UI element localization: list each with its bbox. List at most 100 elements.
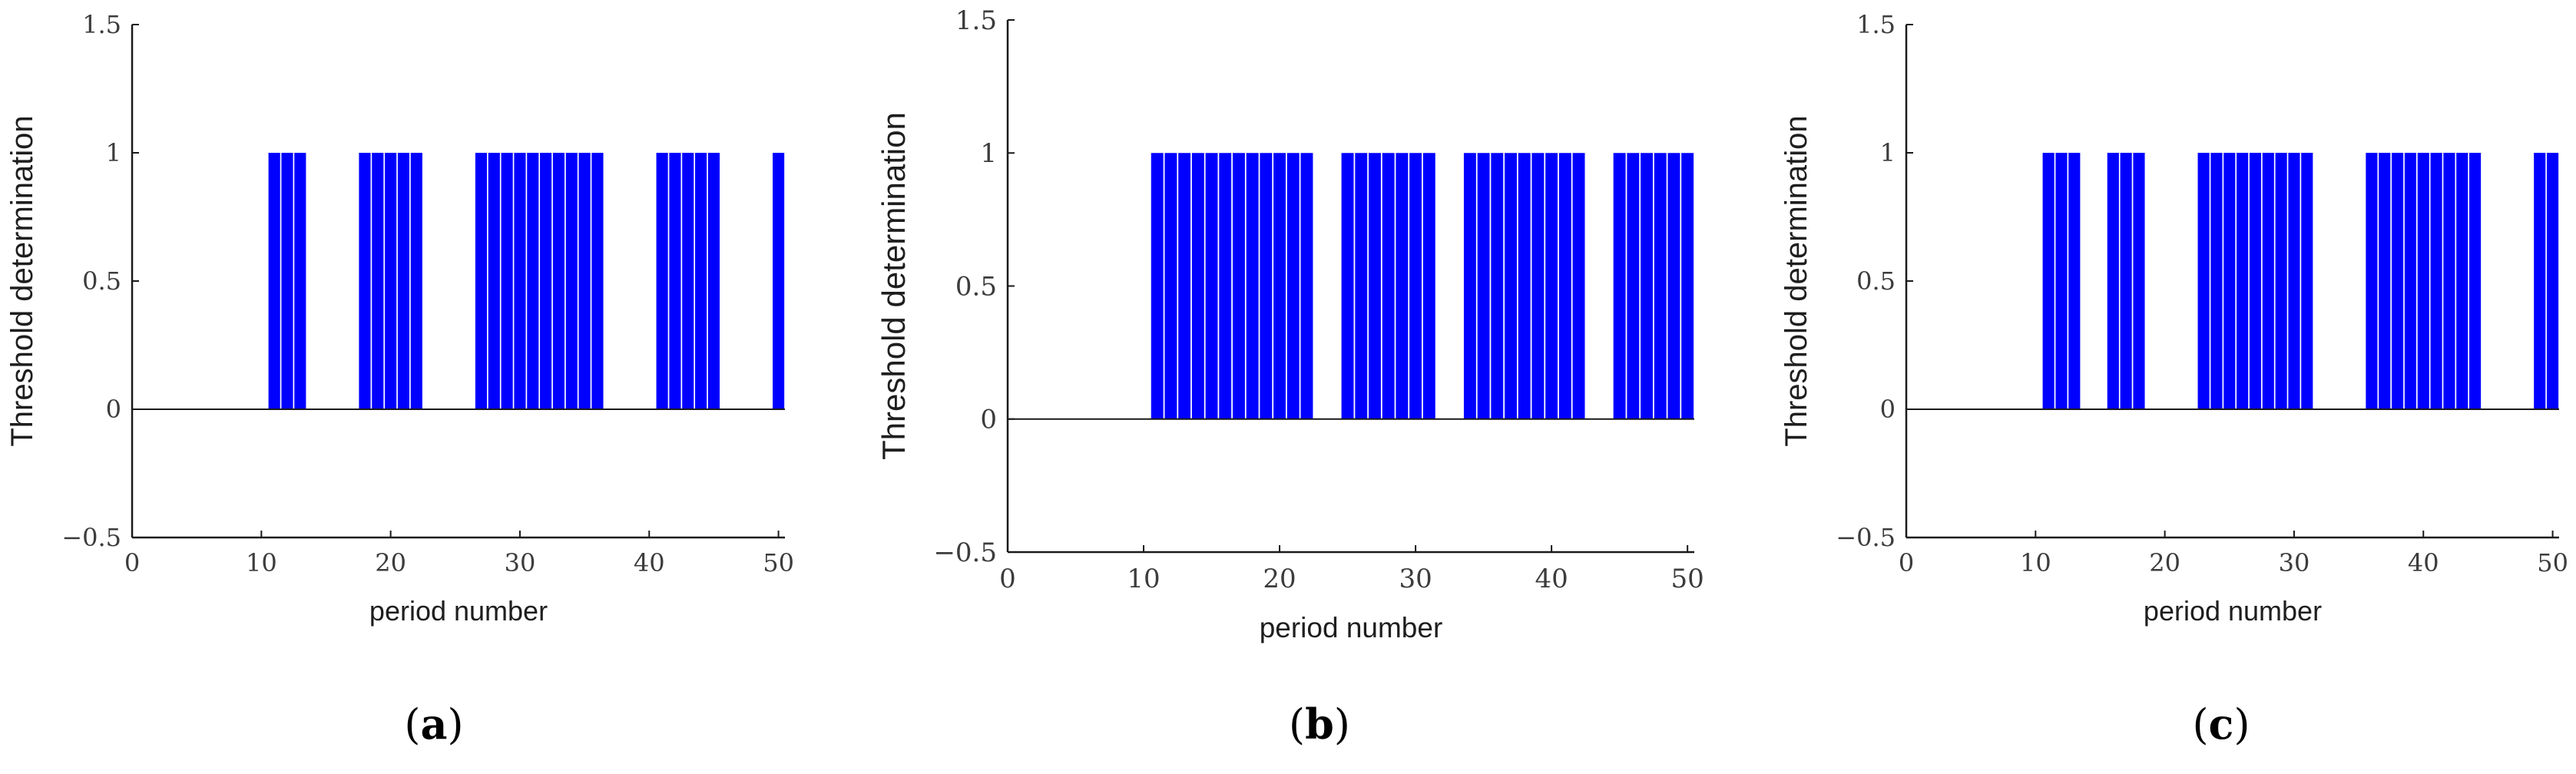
bar-a-28 [488,153,500,409]
bar-a-44 [695,153,707,409]
bar-a-20 [385,153,397,409]
y-tick-label-c-0: −0.5 [1836,523,1896,552]
bar-b-40 [1545,153,1558,419]
bar-c-28 [2262,153,2274,409]
bar-a-31 [527,153,539,409]
bar-b-29 [1396,153,1409,419]
bar-b-46 [1627,153,1640,419]
bar-c-40 [2417,153,2429,409]
bar-a-32 [540,153,552,409]
y-axis-title-a: Threshold determination [5,115,39,446]
bar-c-29 [2275,153,2287,409]
bar-b-41 [1558,153,1571,419]
bar-c-39 [2404,153,2417,409]
bar-b-50 [1681,153,1694,419]
bar-b-12 [1164,153,1177,419]
bar-b-34 [1463,153,1476,419]
bar-b-14 [1191,153,1204,419]
bar-a-50 [773,153,785,409]
bar-a-18 [359,153,371,409]
x-axis-title-a: period number [369,595,548,627]
bar-b-19 [1260,153,1273,419]
bar-b-26 [1355,153,1368,419]
bar-b-49 [1667,153,1680,419]
bar-c-50 [2547,153,2559,409]
bar-a-41 [656,153,668,409]
bar-b-45 [1613,153,1626,419]
bar-c-37 [2379,153,2391,409]
bar-c-41 [2430,153,2442,409]
bar-a-35 [578,153,591,409]
bar-a-13 [294,153,306,409]
x-tick-label-c-0: 0 [1899,548,1914,577]
bar-b-20 [1273,153,1286,419]
y-axis-title-b: Threshold determination [876,112,912,460]
y-tick-label-a-1: 0 [106,395,121,424]
bar-c-24 [2210,153,2223,409]
bar-a-34 [565,153,578,409]
x-tick-label-c-40: 40 [2408,548,2439,577]
bar-a-12 [281,153,293,409]
bar-c-17 [2120,153,2132,409]
bar-c-25 [2223,153,2236,409]
bar-a-27 [475,153,488,409]
x-tick-label-a-0: 0 [124,548,140,577]
bar-b-35 [1477,153,1490,419]
bar-b-13 [1178,153,1191,419]
y-tick-label-c-2: 0.5 [1856,266,1896,296]
bar-b-39 [1531,153,1545,419]
x-tick-label-a-50: 50 [763,548,794,577]
bar-b-11 [1151,153,1164,419]
y-axis-title-c: Threshold determination [1780,115,1813,446]
bar-a-22 [410,153,422,409]
bar-a-36 [591,153,604,409]
x-tick-label-b-20: 20 [1263,564,1296,594]
x-tick-label-b-0: 0 [999,564,1016,594]
x-tick-label-c-20: 20 [2149,548,2180,577]
bar-a-21 [397,153,410,409]
bar-c-26 [2237,153,2249,409]
bar-b-36 [1491,153,1504,419]
bar-c-30 [2288,153,2300,409]
bar-b-18 [1246,153,1259,419]
y-tick-label-b-1: 0 [980,405,997,435]
bar-c-11 [2042,153,2055,409]
x-tick-label-b-40: 40 [1535,564,1568,594]
bar-b-30 [1409,153,1422,419]
x-axis-title-c: period number [2144,595,2322,627]
bar-c-44 [2469,153,2482,409]
bar-b-15 [1205,153,1218,419]
bar-c-27 [2249,153,2262,409]
bar-b-38 [1518,153,1531,419]
caption-b: (b) [1289,700,1350,749]
bar-a-19 [372,153,384,409]
x-tick-label-c-50: 50 [2537,548,2568,577]
y-tick-label-a-0: −0.5 [61,523,121,552]
bar-c-49 [2534,153,2546,409]
bar-a-45 [707,153,720,409]
bar-a-42 [669,153,681,409]
bar-c-31 [2301,153,2313,409]
bar-c-38 [2392,153,2404,409]
x-tick-label-b-50: 50 [1671,564,1704,594]
y-tick-label-a-4: 1.5 [82,10,121,39]
bar-c-12 [2055,153,2068,409]
x-tick-label-a-10: 10 [246,548,277,577]
bar-b-31 [1422,153,1435,419]
bar-a-43 [682,153,694,409]
bar-a-11 [268,153,280,409]
bar-c-13 [2068,153,2081,409]
y-tick-label-b-4: 1.5 [955,5,997,36]
bar-b-47 [1641,153,1654,419]
bar-b-21 [1286,153,1300,419]
y-tick-label-a-3: 1 [106,138,121,167]
bar-b-25 [1341,153,1354,419]
bar-a-29 [501,153,513,409]
bar-b-42 [1572,153,1585,419]
y-tick-label-b-2: 0.5 [955,271,997,302]
